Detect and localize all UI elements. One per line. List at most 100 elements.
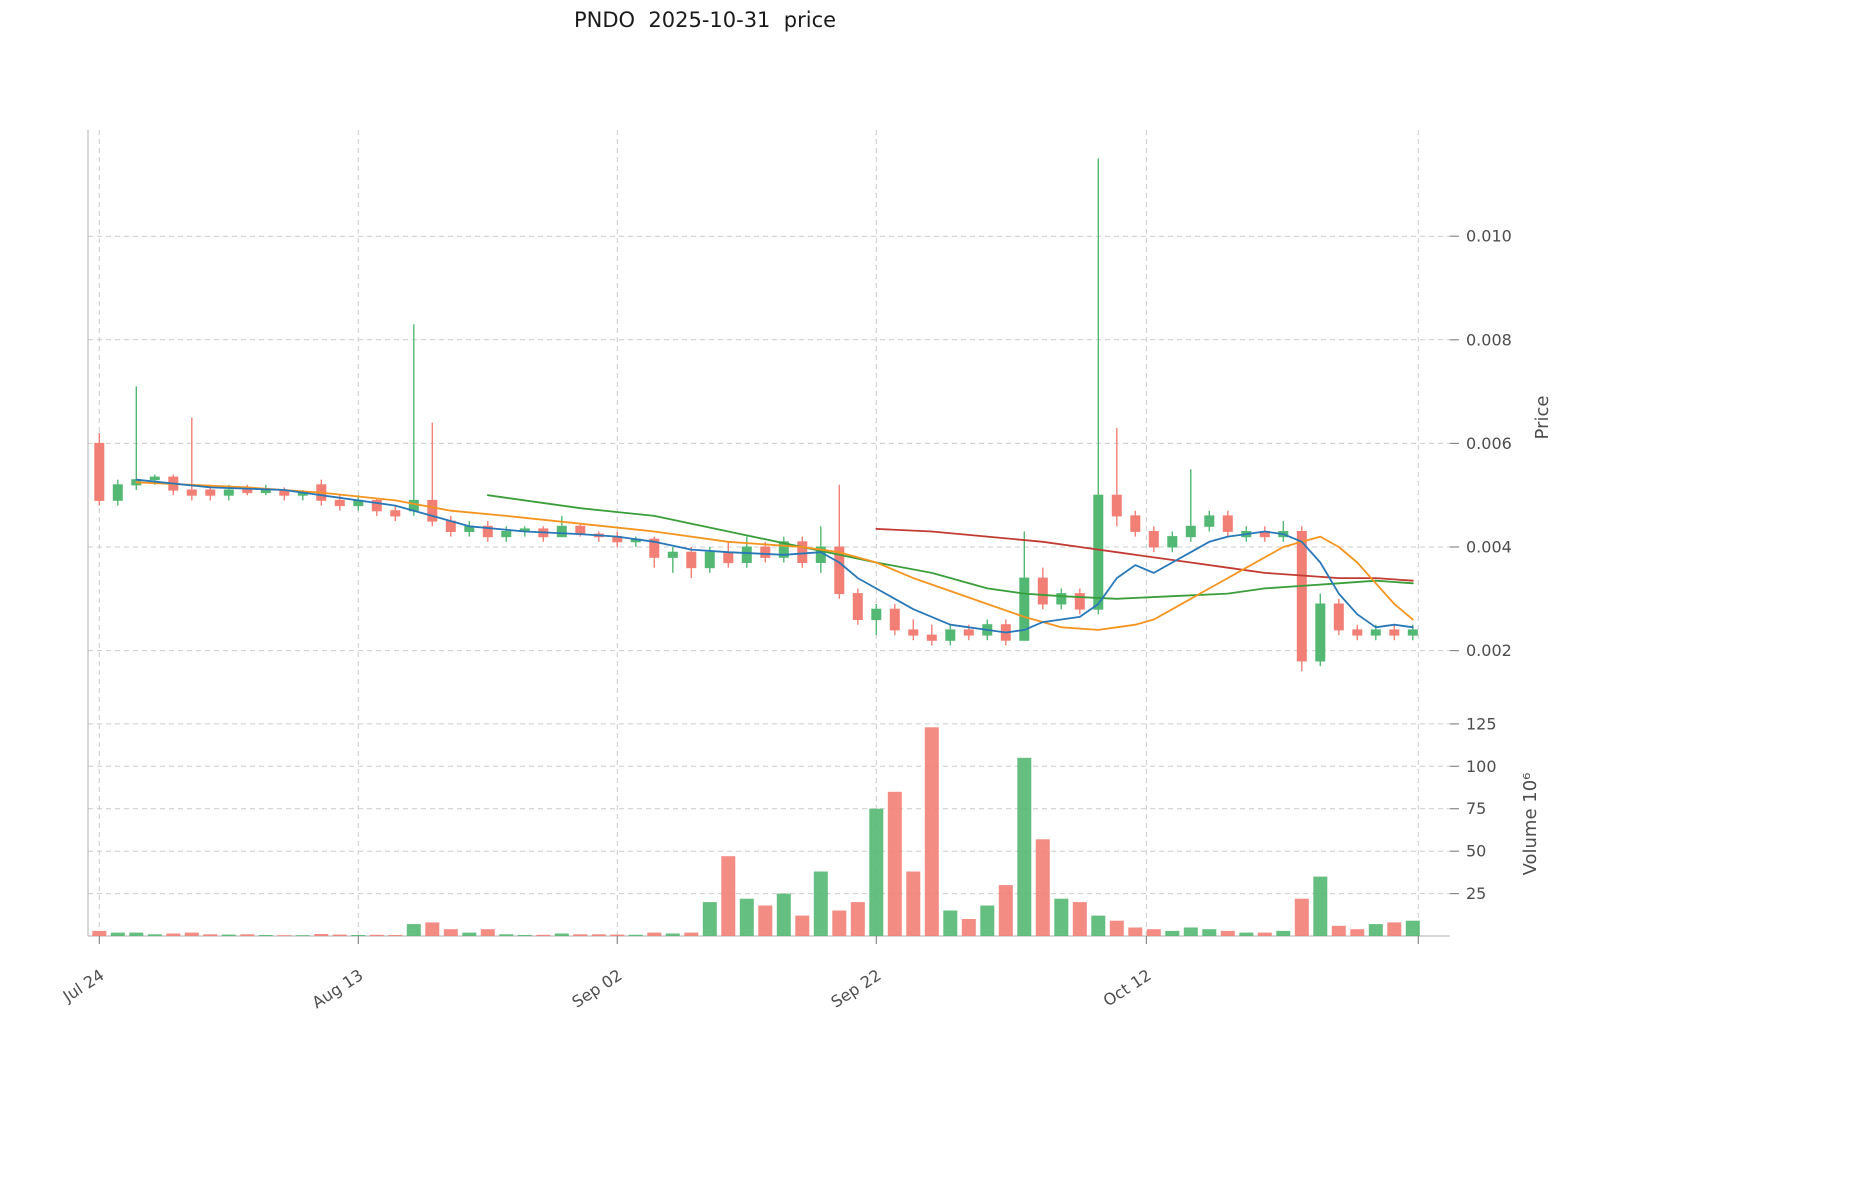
price-tick-label: 0.006 [1466,434,1512,453]
volume-bar [573,934,588,936]
candle-body [889,608,900,631]
volume-bar [1054,898,1069,936]
volume-series [92,727,1420,936]
volume-tick-label: 25 [1466,884,1486,903]
volume-bar [147,934,162,936]
volume-bar [702,902,717,936]
volume-bar [1109,920,1124,936]
candle-body [1370,629,1381,636]
volume-bar [1350,929,1365,936]
x-tick-label: Sep 22 [827,965,884,1011]
volume-bar [1220,930,1235,936]
volume-bar [369,934,384,936]
volume-bar [721,856,736,936]
volume-bar [832,910,847,936]
volume-bar [129,932,144,936]
volume-bar [536,934,551,936]
volume-bar [665,933,680,936]
candle-body [704,551,715,569]
candle-body [1333,603,1344,631]
candle-body [94,442,105,501]
volume-bar [1331,925,1346,936]
volume-bar [1257,932,1272,936]
candle-body [575,525,586,535]
volume-bar [850,902,865,936]
volume-bar [388,935,403,936]
candle-body [427,499,438,522]
price-tick-label: 0.002 [1466,641,1512,660]
candle-body [926,634,937,641]
candle-body [963,629,974,636]
ma-short-blue [135,478,1414,634]
candle-body [778,541,789,558]
volume-tick-label: 100 [1466,757,1497,776]
price-tick-label: 0.008 [1466,330,1512,349]
candle-body [723,551,734,564]
candle-body [390,510,401,517]
candlestick-series [94,158,1418,672]
candle-body [1019,577,1030,641]
volume-tick-label: 75 [1466,799,1486,818]
candle-body [1315,603,1326,662]
volume-bar [184,932,199,936]
volume-bar [351,935,366,936]
axis-ticks [98,235,1459,944]
gridlines [88,130,1450,936]
candle-body [1167,536,1178,548]
candle-body [1093,494,1104,610]
volume-bar [480,929,495,936]
candle-body [852,593,863,620]
candle-body [371,499,382,512]
volume-bar [425,922,440,936]
volume-bar [258,935,273,936]
candle-body [797,541,808,563]
volume-bar [684,932,699,936]
candle-body [242,489,253,494]
candle-body [945,629,956,641]
volume-bar [499,934,514,936]
ma-mid-orange [135,481,1414,631]
volume-bar [1276,930,1291,936]
volume-bar [1128,927,1143,936]
volume-tick-label: 125 [1466,714,1497,733]
candle-body [1389,629,1400,636]
volume-bar [166,933,181,936]
volume-bar [610,934,625,936]
x-tick-label: Sep 02 [568,965,625,1011]
volume-bar [961,919,976,936]
volume-bar [739,898,754,936]
candle-body [1222,515,1233,532]
volume-bar [277,935,292,936]
volume-bar [1072,902,1087,936]
volume-bar [332,934,347,936]
volume-tick-label: 50 [1466,842,1486,861]
candle-body [223,489,234,496]
volume-bar [869,808,884,936]
volume-bar [887,791,902,936]
candle-body [482,525,493,538]
volume-bar [906,871,921,936]
candle-body [1148,531,1159,548]
candle-body [1352,629,1363,636]
volume-bar [1239,932,1254,936]
volume-bar [1183,927,1198,936]
candle-body [686,551,697,569]
volume-bar [443,929,458,936]
candle-body [1130,515,1141,532]
price-tick-label: 0.010 [1466,227,1512,246]
volume-bar [240,934,255,936]
volume-bar [1091,915,1106,936]
volume-bar [110,932,125,936]
candle-body [205,489,216,496]
volume-bar [758,905,773,936]
candle-body [741,546,752,563]
price-tick-label: 0.004 [1466,538,1512,557]
candle-body [1074,593,1085,610]
volume-bar [1202,929,1217,936]
volume-bar [1387,922,1402,936]
candle-body [908,629,919,636]
candle-body [649,538,660,558]
volume-bar [295,935,310,936]
candle-body [1204,515,1215,527]
